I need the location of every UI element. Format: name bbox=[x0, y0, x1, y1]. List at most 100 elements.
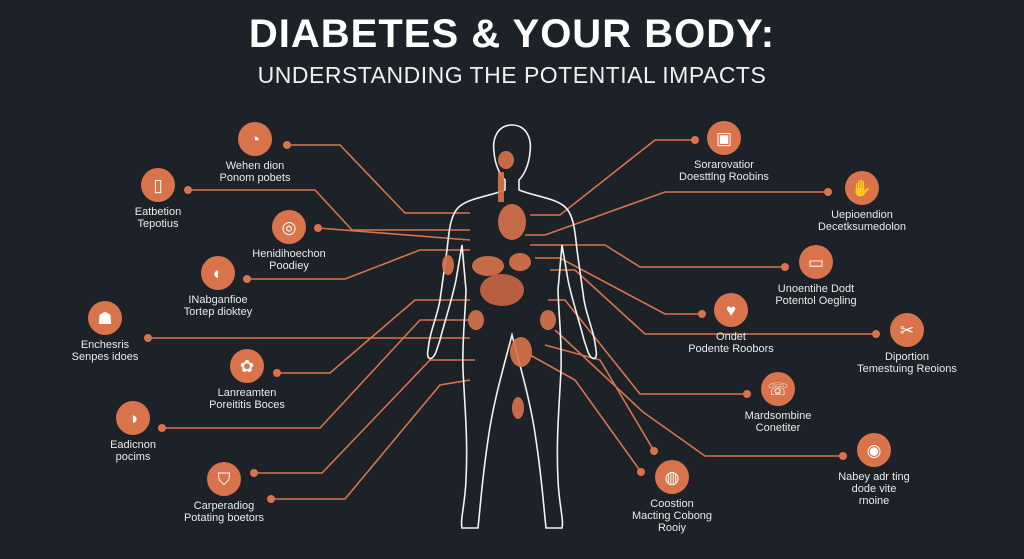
connector-line bbox=[535, 257, 702, 315]
impact-label-line: Henidihoechon bbox=[252, 248, 326, 260]
target-icon: ◎ bbox=[272, 210, 306, 244]
eye-icon: ◉ bbox=[857, 433, 891, 467]
shield-icon: ⛉ bbox=[207, 462, 241, 496]
left-impact-item: ⛉ Carperadiog Potating boetors bbox=[134, 462, 314, 524]
right-impact-item: ▣ Sorarovatior Doesttlng Roobins bbox=[634, 121, 814, 183]
left-impact-item: ◎ Henidihoechon Poodiey bbox=[199, 210, 379, 272]
heart-icon: ♥ bbox=[714, 293, 748, 327]
right-impact-item: ☏ Mardsombine Conetiter bbox=[688, 372, 868, 434]
impact-label: Lanreamten Poreititis Boces bbox=[157, 387, 337, 411]
impact-label: Coostion Macting Cobong Rooiy bbox=[582, 498, 762, 534]
impact-label: Unoentihe Dodt Potentol Oegling bbox=[726, 283, 906, 307]
connector-dot bbox=[144, 334, 152, 342]
impact-label-line: rnoine bbox=[858, 495, 890, 507]
impact-label-line: Potentol Oegling bbox=[775, 295, 857, 307]
impact-label-line: Poodiey bbox=[269, 260, 309, 272]
impact-label-line: Coostion bbox=[650, 498, 694, 510]
body-silhouette bbox=[426, 124, 598, 529]
connector-dot bbox=[243, 275, 251, 283]
impact-label: Ondet Podente Roobors bbox=[641, 331, 821, 355]
impact-label: Wehen dion Ponom pobets bbox=[165, 160, 345, 184]
page-subtitle: UNDERSTANDING THE POTENTIAL IMPACTS bbox=[257, 62, 767, 88]
connector-dot bbox=[637, 468, 645, 476]
right-impact-item: ◍ Coostion Macting Cobong Rooiy bbox=[582, 460, 762, 534]
left-impact-item: ☗ Enchesris Senpes idoes bbox=[15, 301, 195, 363]
impact-label: INabganfioe Tortep dioktey bbox=[128, 294, 308, 318]
connector-line bbox=[277, 299, 470, 374]
right-impact-item: ▭ Unoentihe Dodt Potentol Oegling bbox=[726, 245, 906, 307]
brain-organ bbox=[498, 151, 514, 169]
organ-icon: ◐ bbox=[201, 256, 235, 290]
scissors-icon: ✂ bbox=[890, 313, 924, 347]
connector-line bbox=[525, 191, 828, 236]
liver-organ bbox=[472, 256, 504, 276]
stomach-icon: ◔ bbox=[238, 122, 272, 156]
impact-label-line: Rooiy bbox=[657, 522, 687, 534]
brain-icon: ◍ bbox=[655, 460, 689, 494]
connector-dot bbox=[267, 495, 275, 503]
left-impact-item: ◔ Wehen dion Ponom pobets bbox=[165, 122, 345, 184]
impact-label-line: Unoentihe Dodt bbox=[777, 283, 855, 295]
kidney-organ bbox=[540, 310, 556, 330]
throat-organ bbox=[498, 172, 504, 202]
hand-icon: ✋ bbox=[845, 171, 879, 205]
impact-label-line: Sorarovatior bbox=[694, 159, 754, 171]
impact-label: Diportion Temestuing Reoions bbox=[817, 351, 997, 375]
impact-label-line: Lanreamten bbox=[217, 387, 277, 399]
impact-label-line: Wehen dion bbox=[225, 160, 285, 172]
impact-label-line: Uepioendion bbox=[831, 209, 893, 221]
connector-dot bbox=[158, 424, 166, 432]
impact-label-line: Potating boetors bbox=[183, 512, 265, 524]
left-impact-item: ✿ Lanreamten Poreititis Boces bbox=[157, 349, 337, 411]
page-title: DIABETES & YOUR BODY: bbox=[248, 12, 776, 56]
impact-label: Mardsombine Conetiter bbox=[688, 410, 868, 434]
kidney-icon: ▯ bbox=[141, 168, 175, 202]
connector-line bbox=[247, 249, 470, 280]
impact-label-line: Conetiter bbox=[755, 422, 801, 434]
connector-line bbox=[550, 269, 876, 335]
impact-label: Uepioendion Decetksumedolon bbox=[772, 209, 952, 233]
impact-label-line: Tortep dioktey bbox=[183, 306, 253, 318]
connector-dot bbox=[839, 452, 847, 460]
bladder-organ bbox=[510, 337, 532, 367]
right-impact-item: ♥ Ondet Podente Roobors bbox=[641, 293, 821, 355]
connector-line bbox=[530, 244, 785, 268]
connector-line bbox=[554, 329, 843, 457]
connector-dot bbox=[698, 310, 706, 318]
left-impact-item: ◐ INabganfioe Tortep dioktey bbox=[128, 256, 308, 318]
impact-label: Eatbetion Tepotius bbox=[68, 206, 248, 230]
impact-label-line: Enchesris bbox=[80, 339, 130, 351]
connector-line bbox=[188, 189, 470, 231]
connector-dot bbox=[250, 469, 258, 477]
right-impact-item: ✋ Uepioendion Decetksumedolon bbox=[772, 171, 952, 233]
impact-label-line: INabganfioe bbox=[188, 294, 248, 306]
impact-label-line: Nabey adr ting bbox=[838, 471, 910, 483]
left-impact-item: ▯ Eatbetion Tepotius bbox=[68, 168, 248, 230]
organs bbox=[442, 151, 556, 419]
people-icon: ☗ bbox=[88, 301, 122, 335]
impact-label-line: Eatbetion bbox=[134, 206, 182, 218]
impact-label: Sorarovatior Doesttlng Roobins bbox=[634, 159, 814, 183]
monitor-icon: ▭ bbox=[799, 245, 833, 279]
leg-organ bbox=[512, 397, 524, 419]
impact-label: Carperadiog Potating boetors bbox=[134, 500, 314, 524]
right-impact-item: ✂ Diportion Temestuing Reoions bbox=[817, 313, 997, 375]
impact-label: Eadicnon pocims bbox=[43, 439, 223, 463]
impact-label-line: dode vite bbox=[851, 483, 897, 495]
connector-dot bbox=[650, 447, 658, 455]
lung-organ bbox=[442, 255, 454, 275]
connector-dot bbox=[283, 141, 291, 149]
connector-dot bbox=[691, 136, 699, 144]
stomach-organ bbox=[509, 253, 531, 271]
heart-organ bbox=[498, 204, 526, 240]
ear-icon: ☏ bbox=[761, 372, 795, 406]
left-impact-item: ◑ Eadicnon pocims bbox=[43, 401, 223, 463]
paw-icon: ✿ bbox=[230, 349, 264, 383]
connector-dot bbox=[872, 330, 880, 338]
connector-line bbox=[529, 354, 642, 473]
connector-dot bbox=[273, 369, 281, 377]
connector-line bbox=[254, 359, 475, 474]
impact-label-line: Mardsombine bbox=[744, 410, 812, 422]
document-icon: ▣ bbox=[707, 121, 741, 155]
impact-label-line: Diportion bbox=[884, 351, 930, 363]
